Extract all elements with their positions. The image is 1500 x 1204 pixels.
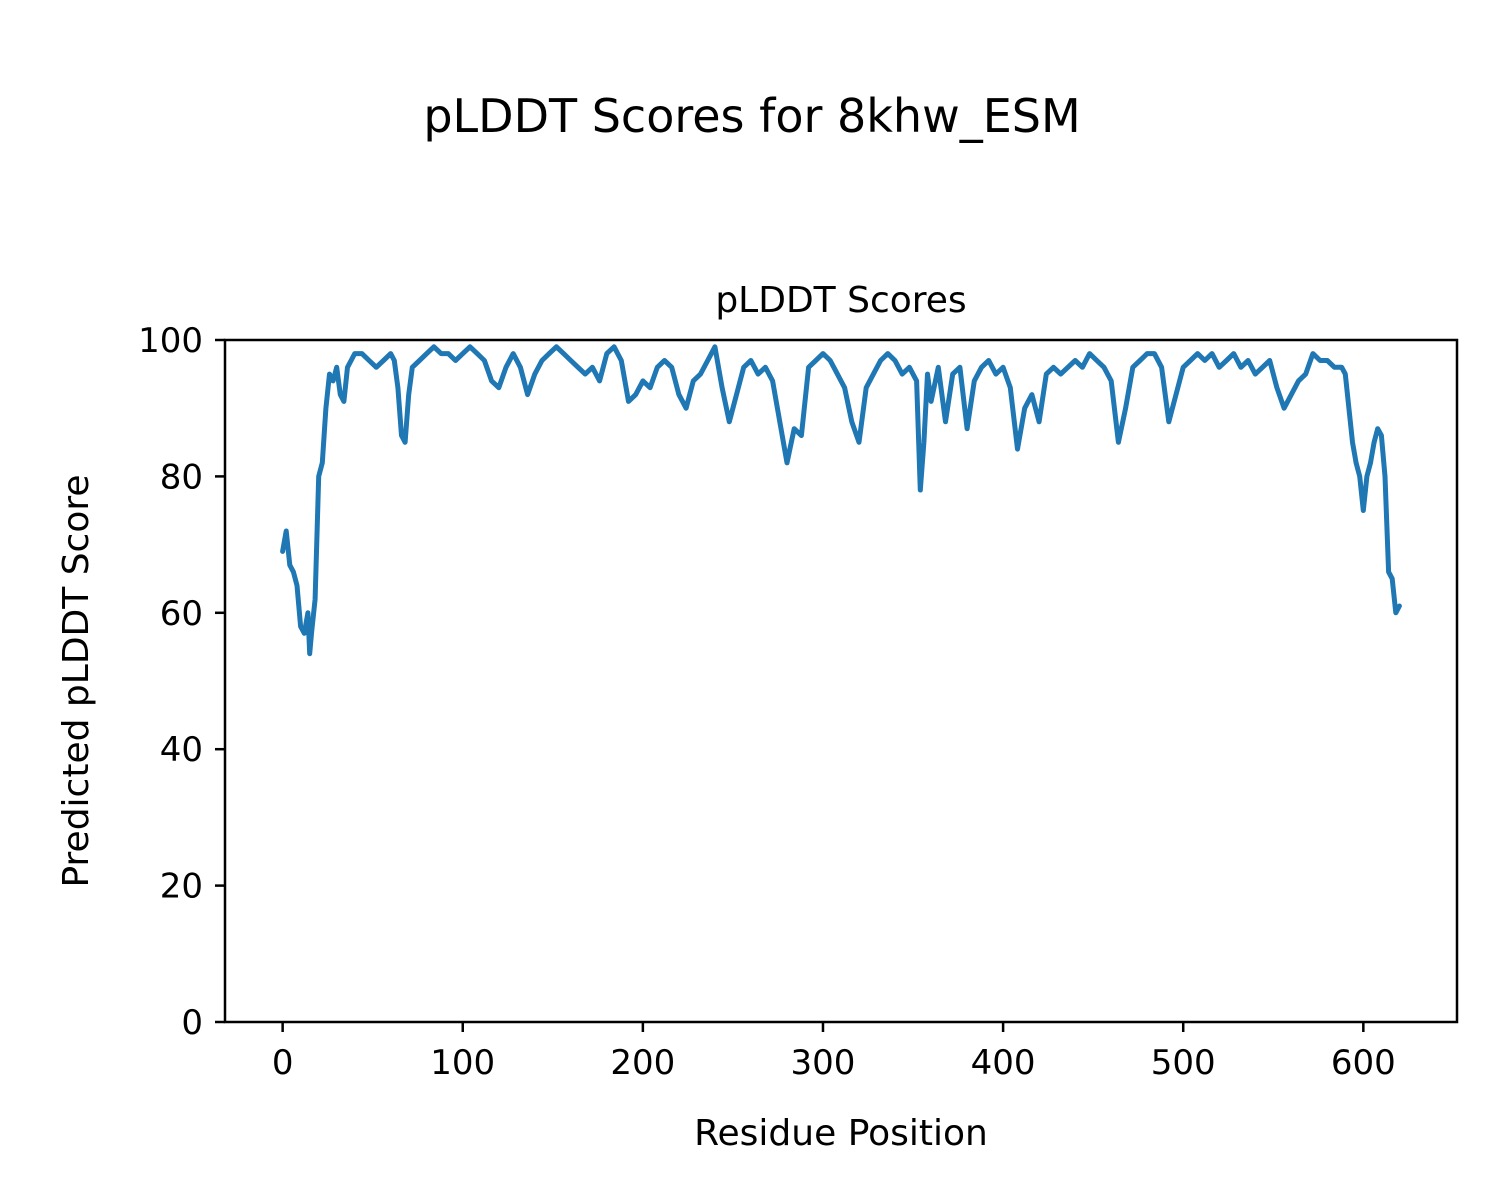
x-tick-label: 600 [1331, 1043, 1396, 1083]
x-tick-label: 100 [430, 1043, 495, 1083]
y-tick-label: 0 [181, 1003, 203, 1043]
y-tick-label: 60 [160, 594, 203, 634]
y-ticks: 0 20 40 60 80 100 [138, 321, 225, 1043]
y-tick-label: 20 [160, 867, 203, 907]
y-tick-label: 80 [160, 457, 203, 497]
y-axis-label: Predicted pLDDT Score [56, 474, 97, 887]
axes-spines [223, 338, 1459, 1024]
x-ticks: 0 100 200 300 400 500 600 [272, 1022, 1396, 1083]
y-tick-label: 100 [138, 321, 203, 361]
x-tick-label: 300 [791, 1043, 856, 1083]
x-tick-label: 400 [971, 1043, 1036, 1083]
x-tick-label: 200 [610, 1043, 675, 1083]
y-tick-label: 40 [160, 730, 203, 770]
axes-title: pLDDT Scores [715, 280, 966, 321]
x-axis-label: Residue Position [694, 1113, 988, 1154]
x-tick-label: 0 [272, 1043, 294, 1083]
plddt-line [280, 344, 1402, 657]
x-tick-label: 500 [1151, 1043, 1216, 1083]
figure-suptitle: pLDDT Scores for 8khw_ESM [423, 89, 1080, 143]
